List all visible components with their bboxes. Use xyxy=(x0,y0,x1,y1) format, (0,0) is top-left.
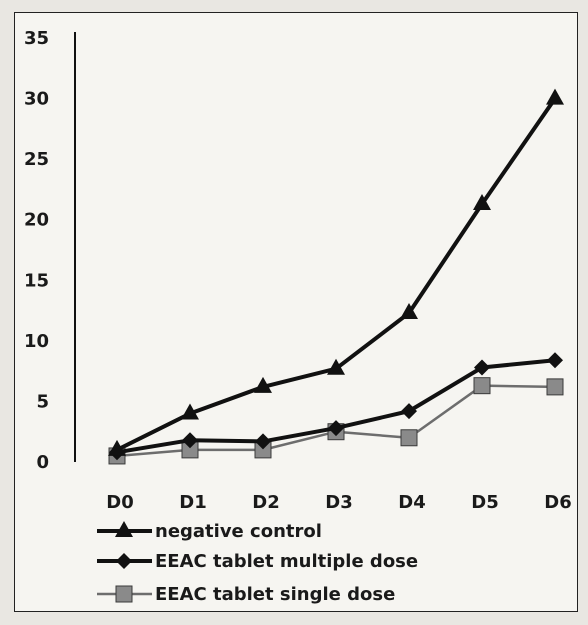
y-tick-label: 25 xyxy=(24,149,49,170)
y-tick-label: 5 xyxy=(36,391,49,412)
data-point-marker xyxy=(547,352,563,369)
data-point-marker xyxy=(473,193,491,210)
y-tick-label: 20 xyxy=(24,210,49,231)
x-tick-label: D0 xyxy=(106,492,133,513)
y-tick-label: 30 xyxy=(24,89,49,110)
x-tick-label: D2 xyxy=(252,492,279,513)
y-tick-label: 10 xyxy=(24,331,49,352)
data-point-marker xyxy=(546,378,564,396)
data-point-marker xyxy=(255,433,271,450)
legend-entry: EEAC tablet single dose xyxy=(97,584,395,605)
legend-marker xyxy=(115,521,133,537)
data-point-marker xyxy=(108,439,126,456)
data-point-marker xyxy=(546,88,564,105)
legend-entry: EEAC tablet multiple dose xyxy=(97,551,418,572)
legend-entry: negative control xyxy=(97,521,322,542)
series-triangle xyxy=(108,88,564,456)
y-tick-label: 35 xyxy=(24,28,49,49)
y-tick-label: 0 xyxy=(36,452,49,473)
legend-label: negative control xyxy=(155,521,322,542)
x-tick-label: D5 xyxy=(471,492,498,513)
data-point-marker xyxy=(401,403,417,420)
y-tick-label: 15 xyxy=(24,270,49,291)
data-point-marker xyxy=(328,420,344,437)
data-point-marker xyxy=(181,403,199,420)
data-point-marker xyxy=(182,432,198,449)
legend-label: EEAC tablet multiple dose xyxy=(155,551,418,572)
series-layer xyxy=(108,88,564,465)
series-line xyxy=(116,97,557,452)
chart-frame xyxy=(14,12,578,612)
data-point-marker xyxy=(327,358,345,375)
x-tick-label: D6 xyxy=(544,492,571,513)
data-point-marker xyxy=(254,376,272,393)
data-point-marker xyxy=(400,429,418,447)
x-tick-label: D1 xyxy=(179,492,206,513)
data-point-marker xyxy=(400,302,418,319)
legend-marker xyxy=(115,585,133,603)
series-square xyxy=(108,377,564,465)
data-point-marker xyxy=(474,359,490,376)
data-point-marker xyxy=(473,377,491,395)
legend-label: EEAC tablet single dose xyxy=(155,584,395,605)
y-axis: 0 5 10 15 20 25 30 35 xyxy=(24,28,76,473)
x-axis-ticks: D0 D1 D2 D3 D4 D5 D6 xyxy=(106,492,571,513)
legend: negative control EEAC tablet multiple dos… xyxy=(97,521,418,605)
x-tick-label: D4 xyxy=(398,492,425,513)
legend-marker xyxy=(116,553,132,569)
x-tick-label: D3 xyxy=(325,492,352,513)
